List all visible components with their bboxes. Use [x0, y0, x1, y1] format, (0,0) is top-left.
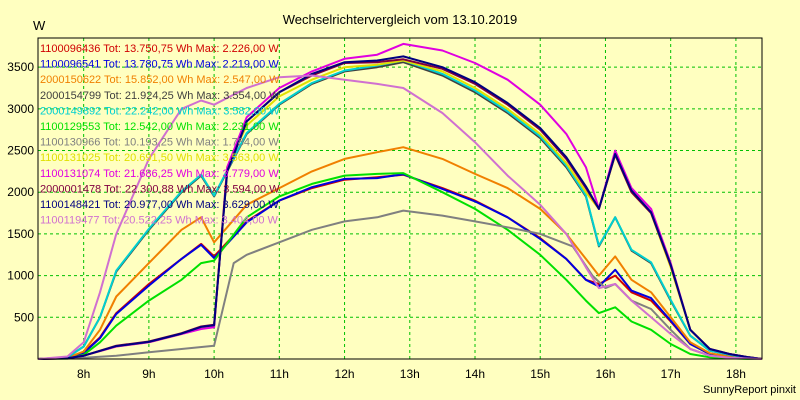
- legend-entry-5: 1100129553 Tot: 12.542,00 Wh Max: 2.231,…: [40, 121, 279, 133]
- footer-credit: SunnyReport pinxit: [703, 384, 796, 396]
- x-tick-label-4: 12h: [335, 367, 355, 381]
- y-tick-label-1: 1000: [7, 269, 34, 283]
- legend-entry-8: 1100131074 Tot: 21.686,25 Wh Max: 3.779,…: [40, 168, 279, 180]
- series-line-2: [37, 146, 763, 360]
- y-axis-label: W: [33, 18, 46, 33]
- legend-entry-7: 1100131025 Tot: 20.691,50 Wh Max: 3.563,…: [40, 152, 279, 164]
- plot-frame: [37, 37, 763, 360]
- x-tick-label-0: 8h: [77, 367, 90, 381]
- legend-entry-4: 2000149892 Tot: 22.242,00 Wh Max: 3.582,…: [40, 105, 280, 117]
- legend: 1100096436 Tot: 13.750,75 Wh Max: 2.226,…: [40, 43, 280, 227]
- series-line-6: [37, 209, 763, 360]
- series-line-1: [37, 173, 763, 360]
- x-tick-label-10: 18h: [726, 367, 746, 381]
- legend-entry-2: 2000150622 Tot: 15.852,00 Wh Max: 2.547,…: [40, 74, 280, 86]
- x-tick-label-5: 13h: [400, 367, 420, 381]
- y-tick-label-4: 2500: [7, 144, 34, 158]
- legend-entry-6: 1100130966 Tot: 10.193,25 Wh Max: 1.784,…: [40, 137, 279, 149]
- y-tick-label-5: 3000: [7, 102, 34, 116]
- series-lines: [37, 42, 763, 360]
- x-tick-label-6: 14h: [465, 367, 485, 381]
- x-tick-label-8: 16h: [595, 367, 615, 381]
- x-tick-label-1: 9h: [142, 367, 155, 381]
- legend-entry-1: 1100096541 Tot: 13.780,75 Wh Max: 2.219,…: [40, 59, 279, 71]
- legend-entry-9: 2000001478 Tot: 22.300,88 Wh Max: 3.594,…: [40, 183, 280, 195]
- x-tick-label-7: 15h: [530, 367, 550, 381]
- series-line-11: [37, 74, 763, 360]
- y-tick-label-0: 500: [14, 310, 34, 324]
- legend-entry-10: 1100148421 Tot: 20.977,00 Wh Max: 3.629,…: [40, 199, 279, 211]
- series-line-5: [37, 172, 762, 360]
- y-tick-label-2: 1500: [7, 227, 34, 241]
- legend-entry-11: 1100119477 Tot: 20.522,25 Wh Max: 3.404,…: [40, 215, 279, 227]
- series-line-10: [37, 55, 763, 360]
- y-tick-labels: 500 1000 1500 2000 2500 3000 3500: [7, 60, 34, 324]
- x-tick-label-3: 11h: [270, 367, 289, 381]
- legend-entry-3: 2000154799 Tot: 21.924,25 Wh Max: 3.554,…: [40, 90, 280, 102]
- legend-entry-0: 1100096436 Tot: 13.750,75 Wh Max: 2.226,…: [40, 43, 279, 55]
- x-tick-labels: 8h 9h 10h 11h 12h 13h 14h 15h 16h 17h 18h: [77, 367, 746, 381]
- series-line-4: [37, 59, 763, 360]
- y-tick-label-6: 3500: [7, 60, 34, 74]
- chart-title: Wechselrichtervergleich vom 13.10.2019: [283, 12, 518, 27]
- y-tick-label-3: 2000: [7, 185, 34, 199]
- x-tick-label-2: 10h: [204, 367, 224, 381]
- x-tick-label-9: 17h: [661, 367, 681, 381]
